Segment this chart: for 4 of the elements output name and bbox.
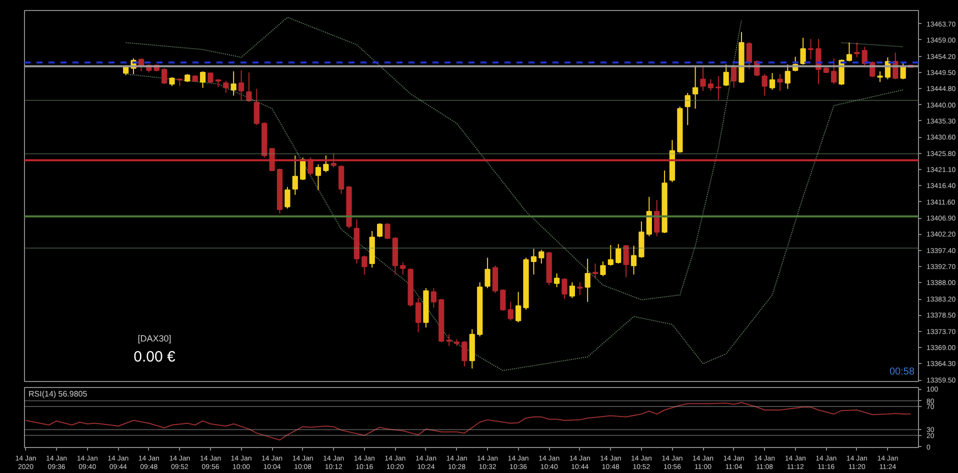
- annotation: 0.00 €: [134, 348, 176, 366]
- annotation: 00:58: [889, 366, 915, 378]
- chart-title: RSI(14) 56.9805: [28, 390, 88, 398]
- annotation: [DAX30]: [138, 334, 172, 344]
